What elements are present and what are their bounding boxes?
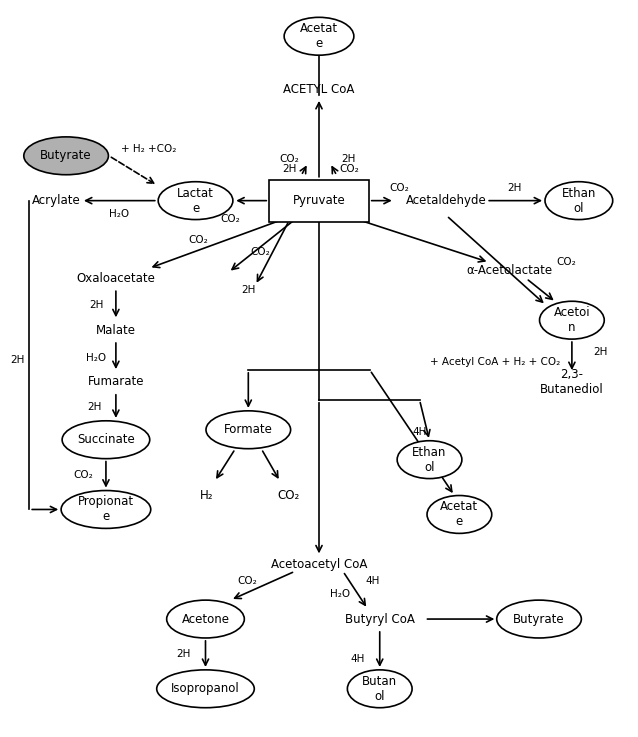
- Text: CO₂: CO₂: [390, 183, 410, 192]
- Text: 2H: 2H: [10, 355, 24, 365]
- Ellipse shape: [545, 182, 612, 220]
- Text: Isopropanol: Isopropanol: [171, 682, 240, 695]
- Ellipse shape: [427, 495, 492, 534]
- Text: α-Acetolactate: α-Acetolactate: [466, 264, 553, 277]
- Text: Oxaloacetate: Oxaloacetate: [77, 272, 155, 284]
- Text: Acetone: Acetone: [181, 612, 230, 626]
- Text: ACETYL CoA: ACETYL CoA: [283, 83, 355, 96]
- Text: 4H: 4H: [366, 576, 380, 586]
- Ellipse shape: [540, 301, 604, 339]
- Text: H₂O: H₂O: [86, 353, 106, 363]
- Text: CO₂: CO₂: [189, 236, 209, 245]
- Text: CO₂: CO₂: [279, 154, 299, 164]
- Ellipse shape: [24, 137, 108, 175]
- Text: + Acetyl CoA + H₂ + CO₂: + Acetyl CoA + H₂ + CO₂: [429, 357, 560, 367]
- Text: 2H: 2H: [89, 300, 103, 310]
- Text: Ethan
ol: Ethan ol: [412, 446, 447, 474]
- Text: Malate: Malate: [96, 324, 136, 337]
- Text: CO₂: CO₂: [277, 489, 299, 502]
- Text: Butyrate: Butyrate: [40, 150, 92, 162]
- Text: Acetoi
n: Acetoi n: [554, 306, 590, 334]
- Bar: [269, 180, 369, 222]
- Text: 2,3-
Butanediol: 2,3- Butanediol: [540, 368, 604, 396]
- Text: Ethan
ol: Ethan ol: [561, 186, 596, 214]
- Text: H₂O: H₂O: [109, 209, 129, 219]
- Text: 2H: 2H: [241, 285, 255, 296]
- Text: CO₂: CO₂: [556, 257, 576, 268]
- Ellipse shape: [157, 670, 255, 708]
- Text: 2H: 2H: [176, 649, 191, 659]
- Text: 2H: 2H: [593, 347, 608, 357]
- Ellipse shape: [206, 411, 291, 449]
- Text: Acetoacetyl CoA: Acetoacetyl CoA: [271, 558, 367, 570]
- Ellipse shape: [397, 441, 462, 478]
- Ellipse shape: [61, 491, 151, 528]
- Text: H₂: H₂: [200, 489, 213, 502]
- Text: Succinate: Succinate: [77, 433, 135, 446]
- Text: 2H: 2H: [87, 402, 101, 412]
- Ellipse shape: [158, 182, 233, 220]
- Text: CO₂: CO₂: [73, 469, 93, 480]
- Text: Acetat
e: Acetat e: [300, 22, 338, 50]
- Text: CO₂: CO₂: [221, 214, 241, 223]
- Text: CO₂: CO₂: [250, 248, 270, 257]
- Text: Acetat
e: Acetat e: [440, 500, 478, 528]
- Text: 2H: 2H: [507, 183, 521, 192]
- Ellipse shape: [284, 18, 354, 55]
- Text: 2H: 2H: [342, 154, 356, 164]
- Text: Fumarate: Fumarate: [87, 375, 144, 388]
- Text: Acrylate: Acrylate: [32, 194, 80, 207]
- Ellipse shape: [497, 600, 581, 638]
- Text: 4H: 4H: [412, 427, 427, 437]
- Text: Acetaldehyde: Acetaldehyde: [406, 194, 487, 207]
- Ellipse shape: [62, 421, 150, 458]
- Text: Propionat
e: Propionat e: [78, 495, 134, 523]
- Text: H₂O: H₂O: [330, 589, 350, 599]
- Text: Formate: Formate: [224, 423, 273, 436]
- Text: Pyruvate: Pyruvate: [293, 194, 345, 207]
- Text: + H₂ +CO₂: + H₂ +CO₂: [121, 144, 177, 154]
- Text: CO₂: CO₂: [237, 576, 257, 586]
- Text: Lactat
e: Lactat e: [177, 186, 214, 214]
- Ellipse shape: [167, 600, 244, 638]
- Text: CO₂: CO₂: [339, 164, 359, 174]
- Text: Butyryl CoA: Butyryl CoA: [345, 612, 415, 626]
- Ellipse shape: [347, 670, 412, 708]
- Text: 4H: 4H: [351, 654, 365, 664]
- Text: Butan
ol: Butan ol: [362, 675, 397, 703]
- Text: Butyrate: Butyrate: [513, 612, 565, 626]
- Text: 2H: 2H: [282, 164, 296, 174]
